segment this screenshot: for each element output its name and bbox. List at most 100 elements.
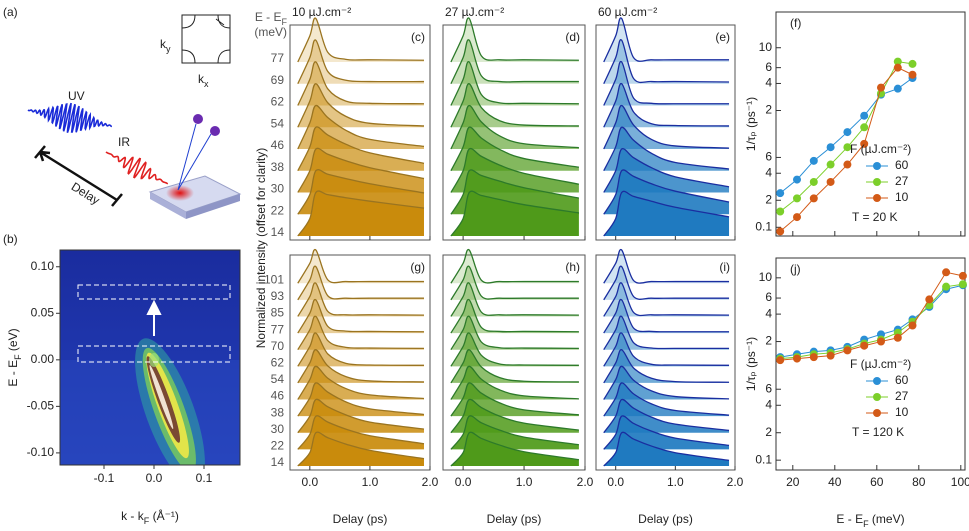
- trace-line: [297, 365, 425, 400]
- trace-line: [450, 315, 579, 351]
- photoelectron-paths: [177, 123, 212, 191]
- fermi-surface: [181, 14, 231, 64]
- uv-label: UV: [68, 89, 85, 103]
- data-point: [776, 227, 785, 236]
- panel-label: (c): [411, 30, 425, 44]
- trace-line: [450, 298, 579, 334]
- row-label: 46: [271, 389, 285, 403]
- label-part: E - E: [255, 10, 282, 24]
- trace-fill: [450, 83, 579, 128]
- data-point: [793, 213, 801, 222]
- x-axis-label: Delay (ps): [333, 512, 388, 526]
- panel-label: (f): [790, 16, 801, 30]
- y-tick-label: 2: [765, 192, 772, 206]
- laser-spot: [166, 185, 194, 201]
- x-tick-label: 20: [786, 475, 800, 489]
- legend-note: T = 120 K: [852, 425, 904, 439]
- delay-arrow: [34, 145, 123, 207]
- legend-label: 10: [895, 190, 909, 204]
- data-point: [809, 156, 818, 165]
- plot-frame: [59, 249, 241, 466]
- trace-line: [297, 431, 425, 467]
- fermi-surface-box: [181, 14, 231, 64]
- band-center: [149, 365, 174, 430]
- trace-line: [297, 298, 424, 334]
- row-label: 46: [271, 138, 285, 152]
- trace-line: [297, 382, 425, 417]
- trace-line: [297, 104, 425, 150]
- trace-line: [297, 265, 424, 301]
- trace-fill: [603, 191, 730, 236]
- arpes-image: [60, 250, 240, 465]
- row-label: 14: [271, 225, 285, 239]
- data-point: [826, 160, 835, 169]
- row-label: 14: [271, 455, 285, 469]
- y-tick-label: 6: [765, 60, 772, 74]
- data-point: [877, 337, 885, 346]
- series-line: [780, 283, 963, 360]
- trace-line: [297, 126, 425, 172]
- x-axis-label: Delay (ps): [638, 512, 693, 526]
- trace-fill: [450, 332, 579, 367]
- series-line: [780, 284, 964, 358]
- y-axis-label: 1/τₚ (ps⁻¹): [744, 337, 758, 391]
- y-tick-label: 2: [765, 334, 772, 348]
- panel-label: (e): [715, 30, 730, 44]
- trace-line: [450, 126, 580, 172]
- y-tick-label: 10: [759, 270, 773, 284]
- data-point: [893, 57, 902, 66]
- trace-line: [297, 248, 424, 284]
- label-part: F: [863, 519, 869, 529]
- row-label: 77: [271, 51, 285, 65]
- trace-fill: [450, 432, 579, 466]
- data-point: [843, 346, 852, 355]
- trace-line: [603, 431, 730, 467]
- shared-y-label: Normalized intensity (offset for clarity…: [254, 148, 268, 349]
- data-point: [893, 63, 902, 72]
- row-label: 38: [271, 160, 285, 174]
- trace-line: [297, 147, 425, 193]
- trace-line: [603, 382, 730, 417]
- legend-note: T = 20 K: [852, 210, 897, 224]
- label-part: k: [198, 72, 205, 86]
- trace-line: [603, 398, 730, 434]
- y-tick-label: 0.1: [755, 452, 772, 466]
- row-label: 93: [271, 289, 285, 303]
- shift-arrow: [146, 299, 162, 336]
- label-part: F: [282, 17, 288, 27]
- row-label: 85: [271, 306, 285, 320]
- y-tick-label: -0.10: [27, 445, 55, 459]
- x-axis-label: Delay (ps): [487, 512, 542, 526]
- plot-frame: [775, 257, 966, 471]
- y-tick-label: 0.00: [31, 352, 55, 366]
- data-point: [793, 194, 801, 203]
- y-tick-label: 6: [765, 381, 772, 395]
- data-point: [793, 175, 801, 184]
- trace-fill: [603, 382, 730, 417]
- y-tick-label: 4: [765, 306, 772, 320]
- row-label: 62: [271, 355, 285, 369]
- x-tick-label: 2.0: [577, 475, 594, 489]
- trace-line: [450, 332, 579, 367]
- trace-line: [603, 282, 730, 317]
- sample-side: [150, 192, 186, 219]
- x-tick-label: 0.1: [196, 471, 213, 485]
- x-tick-label: 0.0: [301, 475, 318, 489]
- x-tick-label: -0.1: [94, 471, 115, 485]
- legend-marker: [873, 377, 881, 385]
- data-point: [826, 143, 835, 152]
- data-point: [809, 353, 818, 362]
- trace-line: [297, 17, 424, 63]
- y-tick-label: 6: [765, 290, 772, 304]
- legend-marker: [873, 409, 881, 417]
- trace-line: [450, 248, 579, 284]
- trace-line: [450, 39, 579, 85]
- trace-line: [450, 415, 579, 450]
- trace-line: [603, 315, 730, 351]
- row-label: 54: [271, 372, 285, 386]
- delay-label: Delay: [69, 179, 102, 207]
- y-axis-label: E - EF (eV): [6, 328, 23, 386]
- trace-line: [450, 365, 579, 400]
- x-tick-label: 100: [951, 475, 969, 489]
- trace-line: [603, 126, 730, 172]
